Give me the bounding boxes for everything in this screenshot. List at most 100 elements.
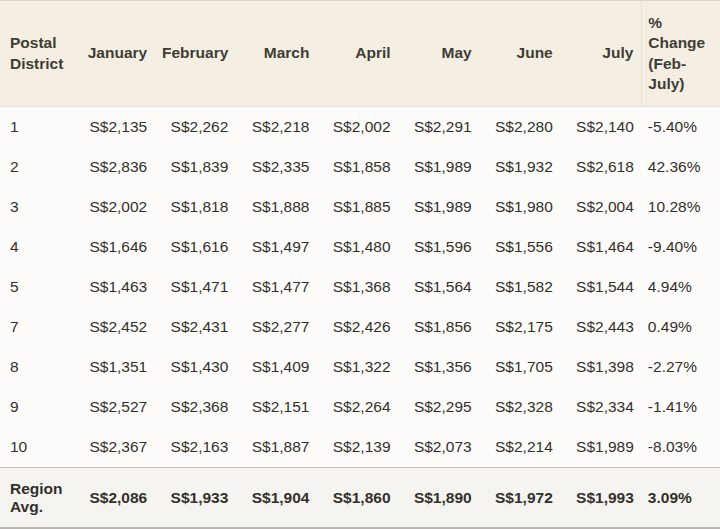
district-cell: 4 (0, 227, 74, 267)
region-avg-label-cell: Region Avg. (0, 468, 74, 529)
table-header: Postal DistrictJanuaryFebruaryMarchApril… (0, 1, 720, 107)
column-header-change-feb-july: % Change (Feb-July) (642, 1, 720, 107)
value-cell: 10.28% (642, 187, 720, 227)
column-header-july: July (561, 1, 642, 107)
column-header-may: May (399, 1, 480, 107)
rental-rates-table: Postal DistrictJanuaryFebruaryMarchApril… (0, 1, 720, 528)
value-cell: -2.27% (642, 347, 720, 387)
value-cell: S$1,471 (155, 267, 236, 307)
value-cell: S$1,544 (561, 267, 642, 307)
table-row-district-2: 2S$2,836S$1,839S$2,335S$1,858S$1,989S$1,… (0, 147, 720, 187)
table-body: 1S$2,135S$2,262S$2,218S$2,002S$2,291S$2,… (0, 107, 720, 468)
value-cell: S$2,277 (236, 307, 317, 347)
value-cell: S$2,443 (561, 307, 642, 347)
value-cell: S$2,002 (317, 107, 398, 148)
table-row-district-5: 5S$1,463S$1,471S$1,477S$1,368S$1,564S$1,… (0, 267, 720, 307)
table-row-district-4: 4S$1,646S$1,616S$1,497S$1,480S$1,596S$1,… (0, 227, 720, 267)
table-row-district-1: 1S$2,135S$2,262S$2,218S$2,002S$2,291S$2,… (0, 107, 720, 148)
value-cell: S$2,073 (399, 427, 480, 468)
value-cell: S$2,367 (74, 427, 155, 468)
value-cell: S$2,135 (74, 107, 155, 148)
district-cell: 1 (0, 107, 74, 148)
table-row-district-9: 9S$2,527S$2,368S$2,151S$2,264S$2,295S$2,… (0, 387, 720, 427)
value-cell: S$2,527 (74, 387, 155, 427)
region-avg-value-cell: S$1,993 (561, 468, 642, 529)
value-cell: S$2,218 (236, 107, 317, 148)
value-cell: S$1,818 (155, 187, 236, 227)
table-row-district-10: 10S$2,367S$2,163S$1,887S$2,139S$2,073S$2… (0, 427, 720, 468)
region-avg-value-cell: 3.09% (642, 468, 720, 529)
value-cell: S$1,646 (74, 227, 155, 267)
value-cell: S$2,295 (399, 387, 480, 427)
column-header-march: March (236, 1, 317, 107)
value-cell: -5.40% (642, 107, 720, 148)
value-cell: S$1,616 (155, 227, 236, 267)
value-cell: S$2,836 (74, 147, 155, 187)
value-cell: S$1,556 (480, 227, 561, 267)
value-cell: S$1,480 (317, 227, 398, 267)
value-cell: S$1,351 (74, 347, 155, 387)
region-avg-value-cell: S$1,904 (236, 468, 317, 529)
value-cell: S$2,431 (155, 307, 236, 347)
value-cell: S$2,262 (155, 107, 236, 148)
value-cell: S$1,839 (155, 147, 236, 187)
value-cell: S$1,856 (399, 307, 480, 347)
column-header-june: June (480, 1, 561, 107)
district-cell: 3 (0, 187, 74, 227)
table-row-district-7: 7S$2,452S$2,431S$2,277S$2,426S$1,856S$2,… (0, 307, 720, 347)
column-header-january: January (74, 1, 155, 107)
value-cell: S$2,618 (561, 147, 642, 187)
value-cell: S$1,497 (236, 227, 317, 267)
value-cell: S$2,139 (317, 427, 398, 468)
value-cell: -8.03% (642, 427, 720, 468)
value-cell: S$1,322 (317, 347, 398, 387)
value-cell: S$1,989 (561, 427, 642, 468)
value-cell: S$1,398 (561, 347, 642, 387)
value-cell: S$2,264 (317, 387, 398, 427)
value-cell: S$2,334 (561, 387, 642, 427)
value-cell: 0.49% (642, 307, 720, 347)
district-cell: 9 (0, 387, 74, 427)
region-avg-value-cell: S$1,860 (317, 468, 398, 529)
value-cell: S$1,858 (317, 147, 398, 187)
district-cell: 2 (0, 147, 74, 187)
value-cell: 4.94% (642, 267, 720, 307)
header-row: Postal DistrictJanuaryFebruaryMarchApril… (0, 1, 720, 107)
value-cell: S$1,356 (399, 347, 480, 387)
value-cell: S$2,335 (236, 147, 317, 187)
value-cell: -1.41% (642, 387, 720, 427)
table-footer: Region Avg.S$2,086S$1,933S$1,904S$1,860 S… (0, 468, 720, 529)
table-row-district-3: 3S$2,002S$1,818S$1,888S$1,885S$1,989S$1,… (0, 187, 720, 227)
column-header-postal-district: Postal District (0, 1, 74, 107)
region-avg-value-cell: S$1,933 (155, 468, 236, 529)
value-cell: S$2,004 (561, 187, 642, 227)
value-cell: -9.40% (642, 227, 720, 267)
value-cell: S$2,163 (155, 427, 236, 468)
value-cell: S$1,705 (480, 347, 561, 387)
table-row-district-8: 8S$1,351S$1,430S$1,409S$1,322S$1,356S$1,… (0, 347, 720, 387)
rental-rates-table-page: Postal DistrictJanuaryFebruaryMarchApril… (0, 0, 720, 529)
value-cell: S$1,564 (399, 267, 480, 307)
region-avg-value-cell: S$1,972 (480, 468, 561, 529)
value-cell: S$1,885 (317, 187, 398, 227)
value-cell: S$2,291 (399, 107, 480, 148)
value-cell: S$1,980 (480, 187, 561, 227)
value-cell: S$2,280 (480, 107, 561, 148)
value-cell: S$1,932 (480, 147, 561, 187)
value-cell: S$2,426 (317, 307, 398, 347)
value-cell: S$1,989 (399, 187, 480, 227)
value-cell: 42.36% (642, 147, 720, 187)
value-cell: S$1,888 (236, 187, 317, 227)
district-cell: 10 (0, 427, 74, 468)
footer-row: Region Avg.S$2,086S$1,933S$1,904S$1,860 S… (0, 468, 720, 529)
value-cell: S$2,368 (155, 387, 236, 427)
value-cell: S$2,214 (480, 427, 561, 468)
value-cell: S$2,452 (74, 307, 155, 347)
district-cell: 8 (0, 347, 74, 387)
value-cell: S$1,463 (74, 267, 155, 307)
value-cell: S$2,328 (480, 387, 561, 427)
value-cell: S$1,596 (399, 227, 480, 267)
value-cell: S$1,887 (236, 427, 317, 468)
region-avg-value-cell: S$2,086 (74, 468, 155, 529)
value-cell: S$1,582 (480, 267, 561, 307)
